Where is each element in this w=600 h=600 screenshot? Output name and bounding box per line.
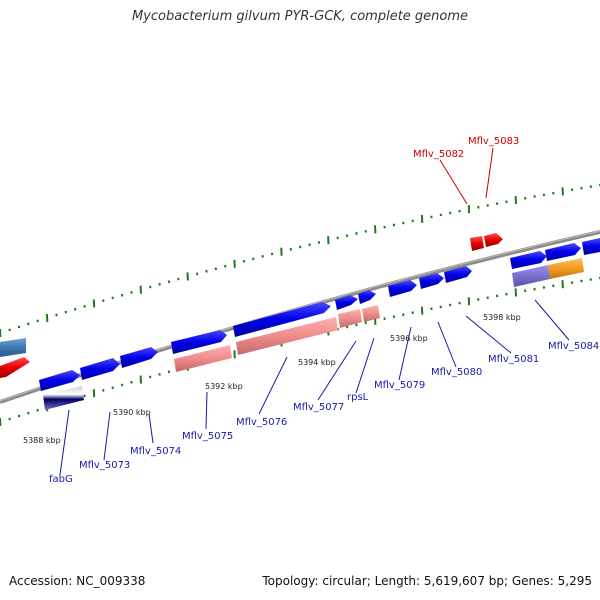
cds-mflv-5075 xyxy=(171,330,227,354)
cds-mflv-5079 xyxy=(388,280,417,297)
gene-label-rpsL: rpsL xyxy=(347,392,369,403)
gene-label-mflv-5081: Mflv_5081 xyxy=(488,354,539,365)
gene-label-mflv-5074: Mflv_5074 xyxy=(130,446,181,457)
accession-text: Accession: NC_009338 xyxy=(9,574,146,588)
feature-steel-partial xyxy=(0,338,26,357)
gene-label-mflv-5076: Mflv_5076 xyxy=(236,417,287,428)
cds-mflv-5082 xyxy=(470,236,484,251)
scale-label-5388: 5388 kbp xyxy=(23,436,61,445)
cds-mflv-5084-b xyxy=(545,243,581,261)
cds-mflv-5080 xyxy=(419,273,444,289)
gene-label-mflv-5084: Mflv_5084 xyxy=(548,341,599,352)
scale-label-5390: 5390 kbp xyxy=(113,408,151,417)
gene-label-mflv-5082: Mflv_5082 xyxy=(413,149,464,160)
gene-label-mflv-5079: Mflv_5079 xyxy=(374,380,425,391)
cds-reverse-partial xyxy=(0,357,30,378)
genome-summary-text: Topology: circular; Length: 5,619,607 bp… xyxy=(262,574,592,588)
cds-mflv-5077 xyxy=(335,295,358,310)
cds-mflv-5074 xyxy=(120,347,158,368)
feature-rpsL-track xyxy=(362,305,380,322)
gene-label-mflv-5073: Mflv_5073 xyxy=(79,460,130,471)
cds-mflv-5084-a xyxy=(510,251,547,269)
cds-mflv-5073 xyxy=(80,358,120,380)
scale-label-5394: 5394 kbp xyxy=(298,358,336,367)
cds-mflv-5076 xyxy=(233,302,331,337)
feature-mflv-5076-track xyxy=(236,317,338,355)
gene-label-mflv-5083: Mflv_5083 xyxy=(468,136,519,147)
outer-tick-row xyxy=(0,183,600,338)
cds-mflv-5081 xyxy=(444,266,472,283)
gene-label-fabG: fabG xyxy=(49,474,73,485)
cds-rpsL xyxy=(358,290,376,304)
scale-label-5392: 5392 kbp xyxy=(205,382,243,391)
map-title: Mycobacterium gilvum PYR-GCK, complete g… xyxy=(131,9,469,24)
reverse-leader-lines xyxy=(439,147,494,205)
gene-label-mflv-5077: Mflv_5077 xyxy=(293,402,344,413)
feature-purple-track xyxy=(512,265,550,287)
cds-partial-right xyxy=(582,238,600,255)
feature-orange-track xyxy=(548,258,584,279)
gene-label-mflv-5075: Mflv_5075 xyxy=(182,431,233,442)
scale-label-5398: 5398 kbp xyxy=(483,313,521,322)
feature-fabG-track xyxy=(43,386,84,410)
feature-mflv-5075-track xyxy=(174,345,232,372)
cds-mflv-5083 xyxy=(484,233,503,247)
gene-label-mflv-5080: Mflv_5080 xyxy=(431,367,482,378)
forward-leader-lines xyxy=(59,299,570,476)
feature-mflv-5077-track xyxy=(338,309,362,328)
cds-fabG xyxy=(39,370,80,391)
